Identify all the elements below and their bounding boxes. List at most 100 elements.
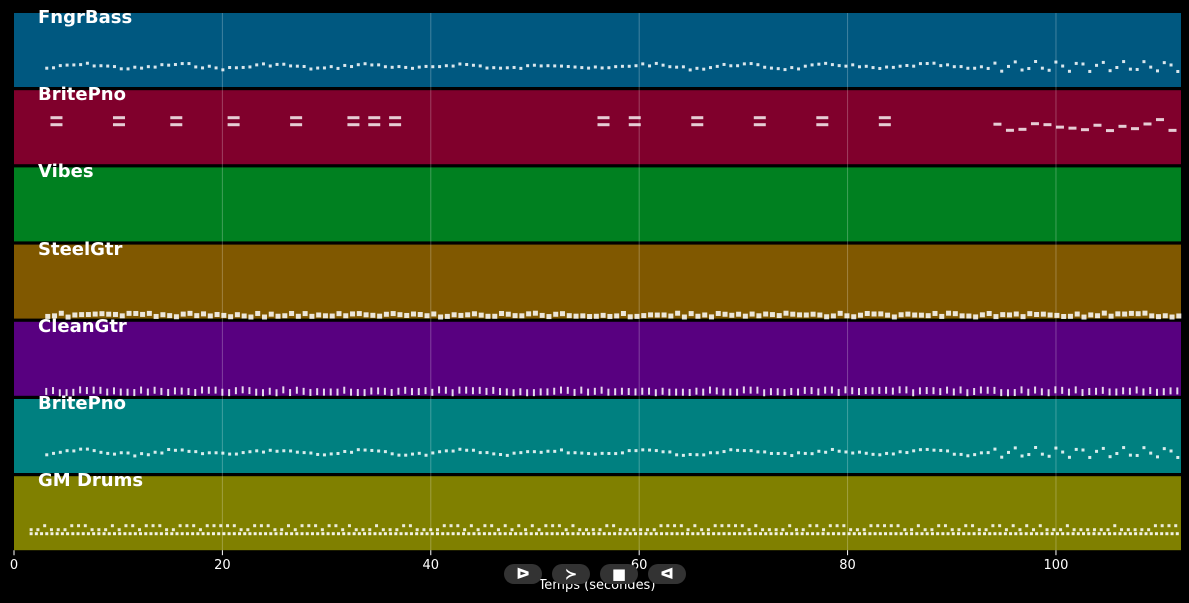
note	[347, 116, 360, 120]
note	[471, 448, 475, 452]
note	[693, 524, 697, 528]
note	[1013, 311, 1019, 317]
note	[566, 386, 569, 394]
note	[173, 314, 179, 320]
note	[903, 528, 907, 532]
note	[797, 388, 800, 396]
note	[1101, 386, 1104, 394]
note	[269, 532, 273, 536]
note	[347, 524, 351, 528]
note	[1087, 532, 1091, 536]
note	[852, 532, 856, 536]
note	[774, 528, 778, 532]
note	[1074, 61, 1078, 65]
note	[529, 532, 533, 536]
note	[322, 66, 326, 70]
note	[431, 65, 435, 69]
note	[431, 451, 435, 455]
note	[499, 388, 502, 396]
note	[467, 532, 471, 536]
note	[1006, 450, 1010, 454]
note	[871, 66, 875, 70]
play-button[interactable]: ᐅ	[504, 564, 542, 584]
note	[126, 451, 130, 455]
note	[857, 65, 861, 69]
note	[824, 314, 830, 320]
note	[153, 65, 157, 69]
note	[1162, 313, 1168, 319]
note	[444, 64, 448, 68]
note	[675, 532, 679, 536]
note	[932, 310, 938, 316]
note	[1040, 66, 1044, 70]
note	[847, 532, 851, 536]
note	[871, 311, 877, 317]
note	[368, 528, 372, 532]
note	[368, 123, 381, 127]
note	[910, 528, 914, 532]
note	[171, 528, 175, 532]
note	[821, 532, 825, 536]
stop-button[interactable]: ■	[600, 564, 638, 584]
note	[830, 63, 834, 67]
note	[112, 532, 116, 536]
note	[1066, 532, 1070, 536]
note	[153, 450, 157, 454]
note	[612, 524, 616, 528]
note	[830, 313, 836, 319]
note	[544, 524, 548, 528]
note	[1035, 532, 1039, 536]
note	[1006, 389, 1009, 397]
note	[1144, 532, 1148, 536]
note	[532, 310, 538, 316]
note	[52, 451, 56, 455]
note	[305, 532, 309, 536]
note	[1142, 446, 1146, 450]
note	[102, 532, 106, 536]
note	[228, 389, 231, 397]
forward-button[interactable]: ≻	[552, 564, 590, 584]
note	[485, 387, 488, 395]
note	[675, 388, 678, 396]
note	[740, 524, 744, 528]
note	[581, 532, 585, 536]
note	[160, 387, 163, 395]
note	[397, 65, 401, 69]
note	[227, 123, 240, 127]
note	[381, 528, 385, 532]
note	[458, 386, 461, 394]
note	[50, 123, 63, 127]
note	[776, 313, 782, 319]
note	[503, 524, 507, 528]
note	[1140, 528, 1144, 532]
note	[160, 63, 164, 67]
note	[492, 313, 498, 319]
note	[534, 532, 538, 536]
note	[194, 450, 198, 454]
note	[1139, 532, 1143, 536]
note	[783, 310, 789, 316]
note	[889, 532, 893, 536]
note	[214, 386, 217, 394]
note	[170, 123, 183, 127]
note	[952, 65, 956, 69]
note	[1149, 451, 1153, 455]
note	[648, 312, 654, 318]
note	[946, 63, 950, 67]
note	[1135, 311, 1141, 317]
note	[146, 388, 149, 396]
note	[977, 532, 981, 536]
note	[133, 532, 137, 536]
note	[361, 528, 365, 532]
note	[654, 532, 658, 536]
note	[905, 311, 911, 317]
note	[289, 389, 292, 397]
note	[478, 386, 481, 394]
note	[898, 312, 904, 318]
back-button[interactable]: ᐊ	[648, 564, 686, 584]
note	[394, 532, 398, 536]
note	[756, 63, 760, 67]
note	[1169, 387, 1172, 395]
note	[639, 532, 643, 536]
note	[817, 449, 821, 453]
